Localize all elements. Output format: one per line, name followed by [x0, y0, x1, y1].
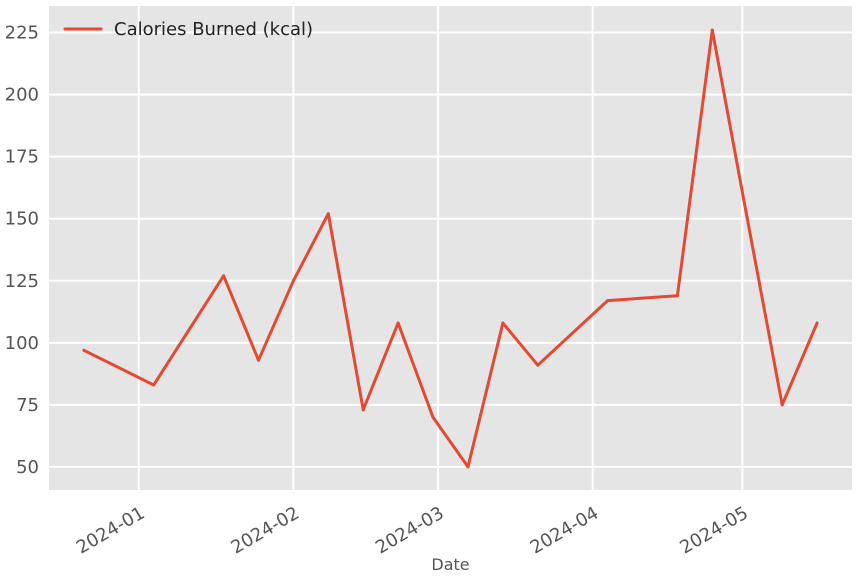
x-axis-label: Date [431, 555, 469, 574]
y-tick-label: 50 [16, 457, 39, 478]
y-tick-label: 100 [5, 333, 39, 354]
data-point [396, 321, 400, 325]
x-tick-label: 2024-05 [676, 503, 752, 559]
y-tick-label: 125 [5, 271, 39, 292]
data-point [152, 383, 156, 387]
x-axis-ticks: 2024-01 2024-02 2024-03 2024-04 2024-05 [73, 503, 752, 559]
x-tick-label: 2024-03 [372, 503, 448, 559]
data-point [606, 299, 610, 303]
data-point [780, 403, 784, 407]
data-point [361, 408, 365, 412]
y-tick-label: 75 [16, 395, 39, 416]
data-point [256, 358, 260, 362]
data-point [82, 348, 86, 352]
y-axis-ticks: 50 75 100 125 150 175 200 225 [5, 23, 39, 478]
data-point [745, 217, 749, 221]
grid-lines [49, 6, 852, 490]
data-point [710, 28, 714, 32]
series-line [82, 28, 819, 469]
data-point [815, 321, 819, 325]
x-tick-label: 2024-02 [227, 503, 303, 559]
legend: Calories Burned (kcal) [63, 19, 313, 40]
data-point [222, 274, 226, 278]
x-tick-label: 2024-01 [73, 503, 149, 559]
data-point [501, 321, 505, 325]
data-point [536, 363, 540, 367]
y-tick-label: 225 [5, 23, 39, 44]
data-point [431, 415, 435, 419]
x-tick-label: 2024-04 [527, 503, 603, 559]
y-tick-label: 150 [5, 209, 39, 230]
data-point [291, 279, 295, 283]
legend-label: Calories Burned (kcal) [114, 19, 313, 40]
data-point [675, 294, 679, 298]
y-tick-label: 175 [5, 147, 39, 168]
series-layer [82, 28, 819, 469]
data-point [326, 212, 330, 216]
y-tick-label: 200 [5, 85, 39, 106]
data-point [466, 465, 470, 469]
plot-area [49, 6, 852, 490]
